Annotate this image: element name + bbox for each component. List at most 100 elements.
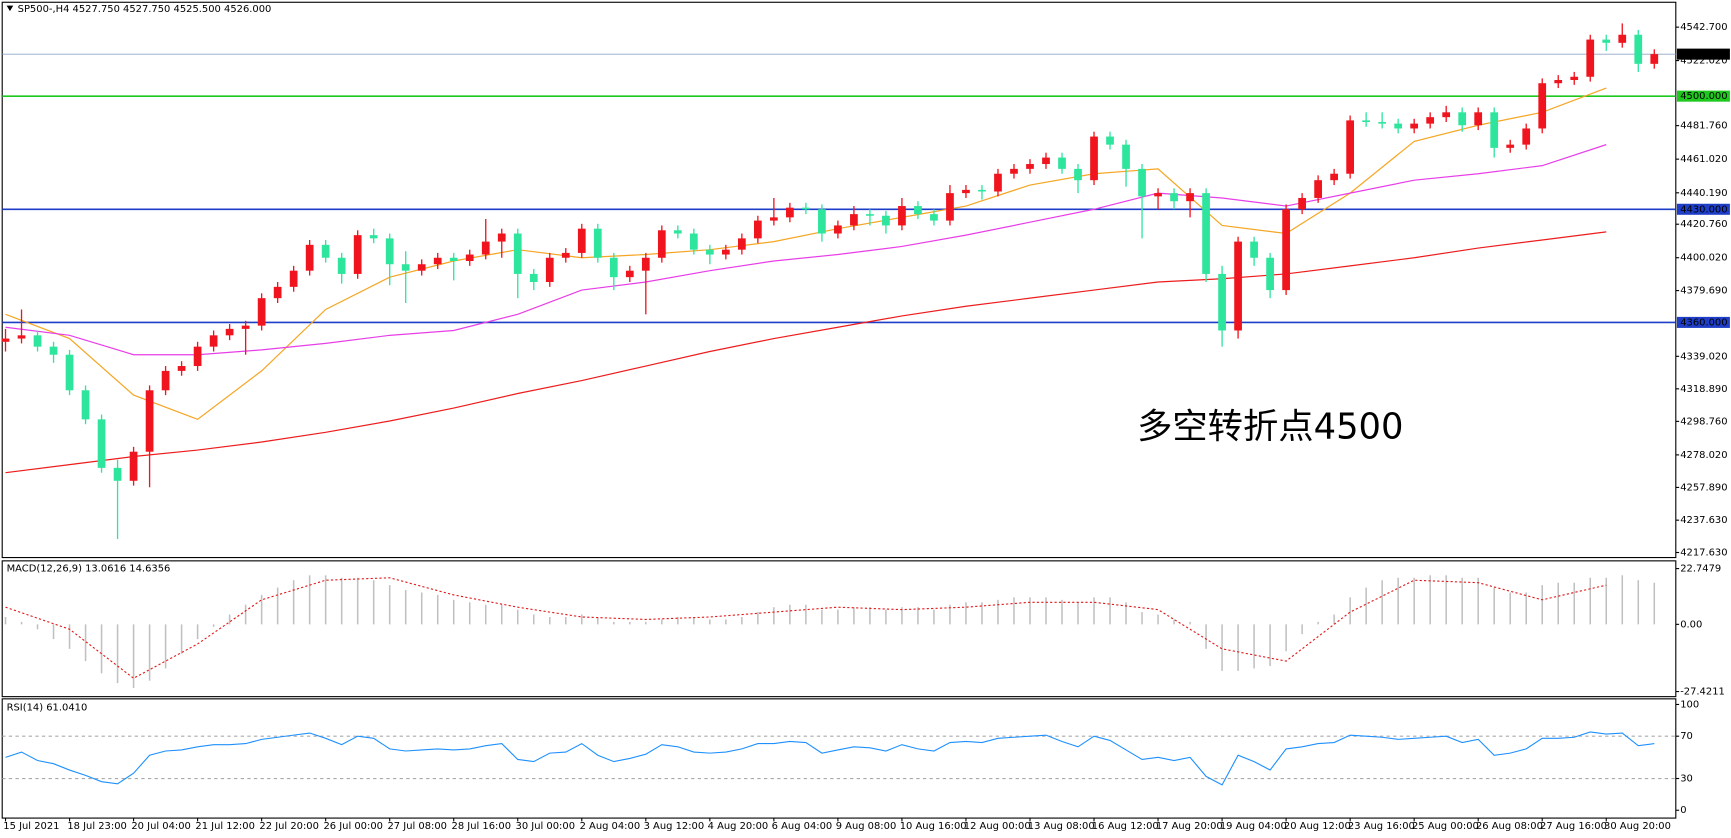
candle-body [1058,157,1066,169]
candle-body [770,217,778,221]
x-tick-label: 30 Jul 00:00 [516,821,576,832]
candle-body [1554,79,1563,84]
candle-body [177,366,186,371]
level-label: 4430.000 [1680,204,1727,215]
x-tick-label: 15 Jul 2021 [3,821,59,832]
candle-body [1218,273,1226,331]
candle-body [866,214,874,216]
candle-body [978,189,986,192]
candle-body [209,335,218,347]
candle-body [946,193,954,221]
candle-body [1410,123,1419,129]
y-tick-label: 4257.890 [1680,482,1727,493]
x-tick-label: 22 Jul 20:00 [259,821,319,832]
candle-body [321,244,330,258]
y-tick-label: -27.4211 [1680,687,1725,698]
candle-body [1362,120,1371,123]
y-tick-label: 0 [1680,805,1686,816]
candle-body [1138,168,1146,197]
y-tick-label: 4440.190 [1680,188,1727,199]
candle-body [257,298,266,326]
x-tick-label: 20 Jul 04:00 [131,821,191,832]
candle-body [673,230,682,234]
candle-body [994,173,1002,192]
candle-body [225,328,234,336]
candle-body [1042,157,1050,165]
y-tick-label: 22.7479 [1680,564,1721,575]
candle-body [81,390,90,420]
y-tick-label: 4237.630 [1680,515,1727,526]
x-tick-label: 28 Jul 16:00 [452,821,512,832]
candle-body [1346,120,1354,174]
x-tick-label: 23 Aug 16:00 [1348,821,1415,832]
candle-body [1506,144,1515,148]
y-tick-label: 4400.020 [1680,253,1727,264]
annotation: 多空转折点4500 [1137,406,1403,447]
candle-body [689,233,698,250]
x-tick-label: 27 Aug 16:00 [1540,821,1607,832]
x-tick-label: 16 Aug 12:00 [1092,821,1159,832]
level-label: 4526.000 [1680,49,1727,60]
candle-body [1250,241,1258,258]
y-tick-label: 4278.020 [1680,450,1727,461]
candle-body [545,257,554,283]
x-tick-label: 2 Aug 04:00 [580,821,641,832]
candle-body [898,206,906,226]
candle-body [513,233,522,274]
macd-title: MACD(12,26,9) 13.0616 14.6356 [7,564,171,575]
candle-body [129,451,138,481]
candle-body [1570,76,1579,80]
candle-body [65,354,74,391]
candle-body [337,257,346,274]
candle-body [145,390,154,452]
candle-body [401,264,410,271]
candle-body [1474,112,1483,126]
level-label-box [1676,203,1730,215]
candle-body [1,338,10,342]
candle-body [353,235,362,274]
candle-body [1186,193,1194,202]
y-tick-label: 30 [1680,774,1693,785]
candle-body [17,335,26,339]
candle-body [786,207,794,218]
menu-icon[interactable] [6,5,14,12]
moving-average [5,231,1607,474]
y-tick-label: 70 [1680,731,1693,742]
candle-body [1170,193,1178,202]
candle-body [1282,209,1290,291]
y-tick-label: 4420.760 [1680,219,1727,230]
candle-body [1602,39,1611,43]
candle-body [1618,34,1627,43]
x-tick-label: 26 Aug 08:00 [1476,821,1543,832]
y-tick-label: 4522.020 [1680,56,1727,67]
candle-body [754,220,762,239]
candle-body [385,238,394,265]
candle-body [609,257,618,278]
candle-body [1266,257,1274,291]
y-tick-label: 4542.700 [1680,22,1727,33]
candle-body [1234,241,1242,331]
x-tick-label: 6 Aug 04:00 [772,821,833,832]
candle-body [1522,128,1531,145]
candle-body [369,235,378,239]
candle-body [1154,193,1162,197]
y-tick-label: 4339.020 [1680,351,1727,362]
candle-body [834,225,842,234]
candle-body [1202,193,1210,274]
candle-body [1442,112,1451,118]
candle-body [1090,136,1098,181]
candle-body [449,257,458,261]
candle-body [850,214,858,226]
candle-body [1298,197,1306,210]
candle-body [593,228,602,258]
y-tick-label: 100 [1680,699,1699,710]
level-label-box [1676,316,1730,328]
y-tick-label: 4217.630 [1680,547,1727,558]
candle-body [497,233,506,242]
macd-frame [1,560,1677,698]
main-frame [1,1,1677,559]
candle-body [1490,112,1499,148]
x-tick-label: 21 Jul 12:00 [195,821,255,832]
y-tick-label: 4481.760 [1680,121,1727,132]
